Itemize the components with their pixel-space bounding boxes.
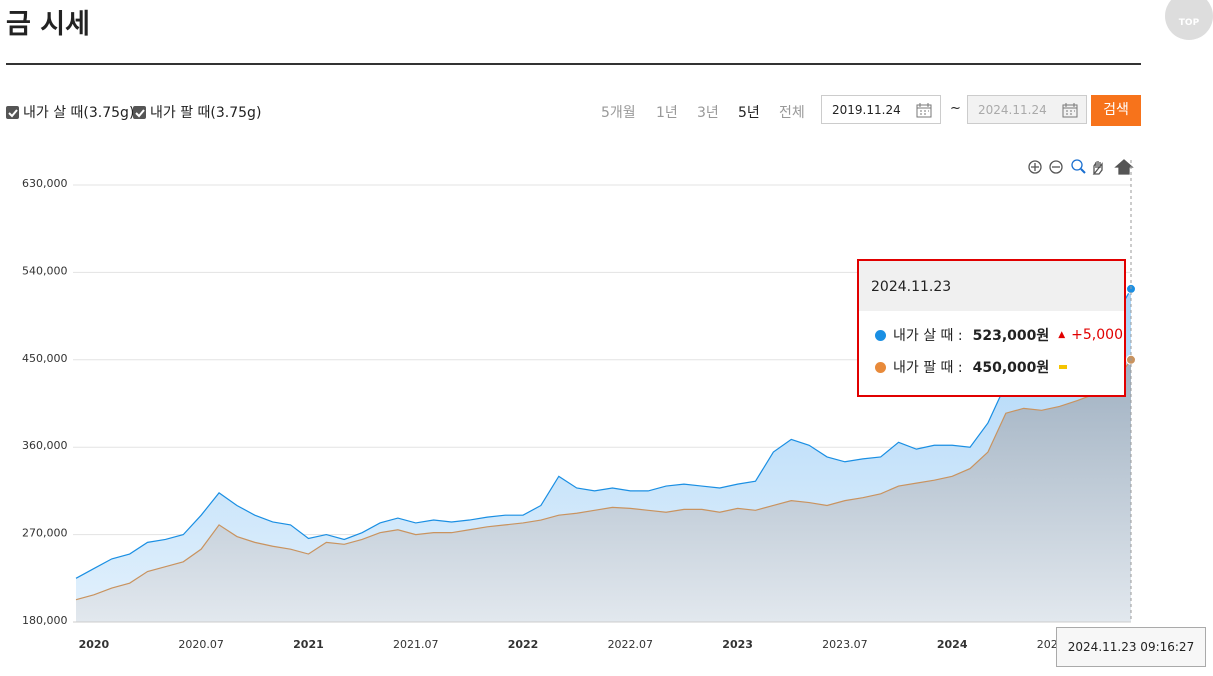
period-tab[interactable]: 5개월 [601,105,636,121]
legend-item[interactable]: 내가 팔 때(3.75g) [133,102,261,122]
tooltip-date: 2024.11.23 [859,261,1124,311]
checkbox[interactable] [133,105,146,119]
x-tick-label: 2020 [79,638,110,651]
legend-label: 내가 살 때(3.75g) [23,105,135,121]
x-tick-label: 2023 [722,638,753,651]
line [75,359,1132,601]
period-tab[interactable]: 1년 [656,105,678,121]
tooltip-dot [875,329,886,341]
period-tab[interactable]: 5년 [738,105,760,121]
legend-item[interactable]: 내가 살 때(3.75g) [6,102,134,122]
tooltip-value: 523,000원 [972,328,1050,344]
y-tick-label: 360,000 [22,439,68,452]
period-tab[interactable]: 전체 [779,105,805,121]
x-tick-label: 2021.07 [393,638,439,651]
y-tick-label: 630,000 [22,177,68,190]
area [76,359,1131,622]
tooltip-row: 내가 살 때 : 523,000원 ▲ +5,000 [875,325,1123,345]
line [75,288,1132,579]
period-tab[interactable]: 3년 [697,105,719,121]
start-date[interactable]: 2019.11.24 [821,95,941,124]
y-tick-label: 540,000 [22,264,68,277]
x-tick-label: 2022.07 [608,638,654,651]
top-button[interactable]: TOP [1165,0,1213,40]
calendar-icon[interactable] [1062,102,1078,118]
tooltip-label: 내가 살 때 : [893,328,963,344]
tooltip-label: 내가 팔 때 : [893,360,963,376]
x-tick-label: 2021 [293,638,324,651]
divider [6,63,1141,65]
y-tick-label: 270,000 [22,527,68,540]
checkbox[interactable] [6,105,19,119]
legend-label: 내가 팔 때(3.75g) [150,105,262,121]
up-arrow: ▲ [1058,330,1066,340]
tooltip-dot [875,361,886,373]
page-title: 금 시세 [6,9,90,40]
x-tick-label: 2020.07 [178,638,224,651]
tooltip-row: 내가 팔 때 : 450,000원 [875,357,1068,377]
y-tick-label: 450,000 [22,352,68,365]
crosshair-label: 2024.11.23 09:16:27 [1056,627,1206,667]
search-button[interactable]: 검색 [1091,95,1141,126]
date-separator: ~ [950,101,961,116]
date-text: 2024.11.24 [978,103,1047,117]
calendar-icon[interactable] [916,102,932,118]
chart-toolbar[interactable] [1028,159,1134,175]
date-text: 2019.11.24 [832,103,901,117]
tooltip-value: 450,000원 [972,360,1050,376]
x-tick-label: 2023.07 [822,638,868,651]
tooltip: 2024.11.23 내가 살 때 : 523,000원 ▲ +5,000 내가 팔 … [857,259,1126,397]
y-tick-label: 180,000 [22,614,68,627]
end-date[interactable]: 2024.11.24 [967,95,1087,124]
x-tick-label: 2022 [508,638,539,651]
tooltip-change: +5,000 [1071,327,1123,343]
x-tick-label: 2024 [937,638,968,651]
no-change [1059,365,1068,369]
